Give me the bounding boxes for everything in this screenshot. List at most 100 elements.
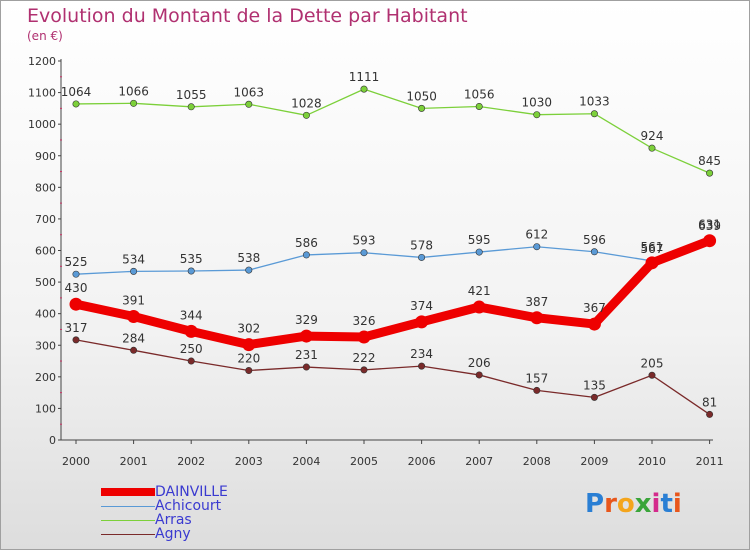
- data-point-agny: [245, 367, 253, 375]
- data-point-arras: [590, 110, 598, 118]
- y-tick-label: 400: [35, 308, 56, 321]
- data-label-dainville: 631: [698, 218, 721, 232]
- series-line-arras: [75, 88, 711, 174]
- data-point-dainville: [184, 324, 198, 338]
- x-tick-label: 2002: [177, 455, 205, 468]
- proxiti-logo: Proxiti: [585, 489, 682, 519]
- data-point-dainville: [703, 234, 717, 248]
- data-point-achicourt: [475, 248, 483, 256]
- data-label-achicourt: 586: [295, 236, 318, 250]
- data-point-agny: [130, 346, 138, 354]
- data-label-agny: 157: [525, 371, 548, 385]
- data-label-arras: 1028: [291, 96, 322, 110]
- x-tick-label: 2008: [523, 455, 551, 468]
- data-label-arras: 1063: [234, 85, 265, 99]
- legend-label: Achicourt: [155, 498, 222, 514]
- data-label-achicourt: 593: [353, 234, 376, 248]
- data-point-dainville: [357, 330, 371, 344]
- data-point-achicourt: [72, 270, 80, 278]
- data-point-dainville: [127, 310, 141, 324]
- y-tick-label: 500: [35, 276, 56, 289]
- data-label-agny: 205: [641, 356, 664, 370]
- data-point-arras: [302, 111, 310, 119]
- x-tick-label: 2003: [235, 455, 263, 468]
- data-point-arras: [648, 144, 656, 152]
- data-point-dainville: [242, 338, 256, 352]
- y-tick-label: 1200: [28, 55, 56, 68]
- data-point-agny: [533, 386, 541, 394]
- legend-swatch: [101, 519, 155, 521]
- data-label-arras: 1055: [176, 88, 207, 102]
- legend-label: Arras: [155, 512, 192, 528]
- x-tick-label: 2011: [696, 455, 724, 468]
- x-tick-label: 2007: [465, 455, 493, 468]
- data-label-arras: 924: [641, 129, 664, 143]
- chart-legend: DAINVILLE Achicourt Arras Agny: [101, 485, 228, 541]
- data-point-arras: [245, 100, 253, 108]
- data-label-agny: 250: [180, 342, 203, 356]
- data-point-achicourt: [533, 243, 541, 251]
- data-label-agny: 206: [468, 356, 491, 370]
- data-label-arras: 1033: [579, 95, 610, 109]
- data-label-achicourt: 535: [180, 252, 203, 266]
- data-point-arras: [72, 100, 80, 108]
- logo-letter: x: [634, 489, 652, 519]
- data-label-dainville: 367: [583, 301, 606, 315]
- data-label-dainville: 326: [353, 314, 376, 328]
- data-point-agny: [706, 410, 714, 418]
- data-point-dainville: [69, 297, 83, 311]
- legend-item: Arras: [101, 513, 228, 527]
- legend-swatch: [101, 488, 155, 496]
- data-label-dainville: 344: [180, 308, 203, 322]
- data-point-arras: [130, 99, 138, 107]
- series-line-dainville: [71, 236, 715, 350]
- data-label-achicourt: 538: [237, 251, 260, 265]
- data-point-arras: [475, 102, 483, 110]
- data-label-dainville: 421: [468, 284, 491, 298]
- data-label-dainville: 391: [122, 294, 145, 308]
- y-tick-label: 1100: [28, 87, 56, 100]
- logo-letter: t: [660, 489, 673, 519]
- logo-letter: i: [651, 489, 661, 519]
- data-point-dainville: [645, 256, 659, 270]
- y-tick-label: 700: [35, 213, 56, 226]
- legend-item: Agny: [101, 527, 228, 541]
- y-tick-label: 600: [35, 245, 56, 258]
- legend-label: DAINVILLE: [155, 484, 228, 500]
- data-point-arras: [418, 104, 426, 112]
- x-tick-label: 2001: [120, 455, 148, 468]
- data-label-dainville: 329: [295, 313, 318, 327]
- data-label-agny: 234: [410, 347, 433, 361]
- y-tick-label: 900: [35, 150, 56, 163]
- x-tick-label: 2006: [408, 455, 436, 468]
- y-tick-label: 0: [49, 434, 56, 447]
- data-point-dainville: [472, 300, 486, 314]
- logo-letter: o: [616, 489, 635, 519]
- data-point-agny: [187, 357, 195, 365]
- legend-swatch: [101, 505, 155, 507]
- data-label-agny: 220: [237, 352, 260, 366]
- data-point-agny: [475, 371, 483, 379]
- data-label-arras: 1066: [118, 84, 149, 98]
- data-label-arras: 1056: [464, 87, 495, 101]
- series-line-agny: [75, 339, 711, 416]
- chart-subtitle: (en €): [27, 29, 63, 43]
- data-label-agny: 135: [583, 378, 606, 392]
- series-line-achicourt: [75, 237, 711, 275]
- data-point-achicourt: [130, 267, 138, 275]
- data-point-achicourt: [187, 267, 195, 275]
- data-point-agny: [648, 371, 656, 379]
- data-label-achicourt: 567: [641, 242, 664, 256]
- x-tick-label: 2000: [62, 455, 90, 468]
- data-point-arras: [533, 111, 541, 119]
- data-point-agny: [302, 363, 310, 371]
- legend-item: Achicourt: [101, 499, 228, 513]
- data-point-agny: [590, 393, 598, 401]
- data-point-dainville: [530, 311, 544, 325]
- data-label-dainville: 561: [641, 240, 664, 254]
- data-label-agny: 222: [353, 351, 376, 365]
- legend-swatch: [101, 533, 155, 535]
- data-point-agny: [418, 362, 426, 370]
